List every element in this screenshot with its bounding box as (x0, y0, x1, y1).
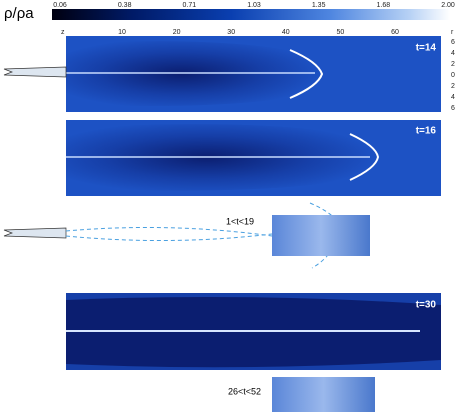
panel-label: 1<t<19 (226, 216, 254, 226)
colorbar-label: ρ/ρa (4, 5, 34, 22)
bow-shock (349, 133, 380, 181)
r-tick-label: 2 (451, 83, 455, 90)
z-tick-label: 40 (282, 29, 290, 36)
colorbar-tick-label: 0.38 (118, 2, 132, 9)
panel-label: t=16 (416, 126, 437, 137)
colorbar (52, 9, 450, 20)
r-tick-label: 6 (451, 39, 455, 46)
colorbar-tick-label: 1.35 (312, 2, 326, 9)
colorbar-tick-label: 0.06 (53, 2, 67, 9)
r-tick-label: 4 (451, 94, 455, 101)
colorbar-tick-label: 1.68 (377, 2, 391, 9)
dashed-guide (65, 202, 342, 269)
cocoon (66, 296, 441, 368)
r-axis-label: r (451, 29, 454, 36)
r-tick-label: 0 (451, 72, 455, 79)
panel-label: 26<t<52 (228, 386, 261, 396)
colorbar-tick-label: 2.00 (441, 2, 455, 9)
nozzle (3, 66, 67, 239)
z-tick-label: 10 (118, 29, 126, 36)
z-tick-label: 60 (391, 29, 399, 36)
panel-image (272, 215, 370, 256)
r-tick-label: 4 (451, 50, 455, 57)
panel-label: t=30 (416, 300, 437, 311)
z-axis-label: z (61, 29, 65, 36)
panel-label: t=14 (416, 43, 437, 54)
colorbar-tick-label: 1.03 (247, 2, 261, 9)
r-tick-label: 6 (451, 105, 455, 112)
z-tick-label: 30 (227, 29, 235, 36)
z-tick-label: 20 (173, 29, 181, 36)
colorbar-tick-label: 0.71 (183, 2, 197, 9)
bow-shock (289, 49, 324, 99)
r-tick-label: 2 (451, 61, 455, 68)
panel-image (272, 377, 375, 412)
z-tick-label: 50 (337, 29, 345, 36)
